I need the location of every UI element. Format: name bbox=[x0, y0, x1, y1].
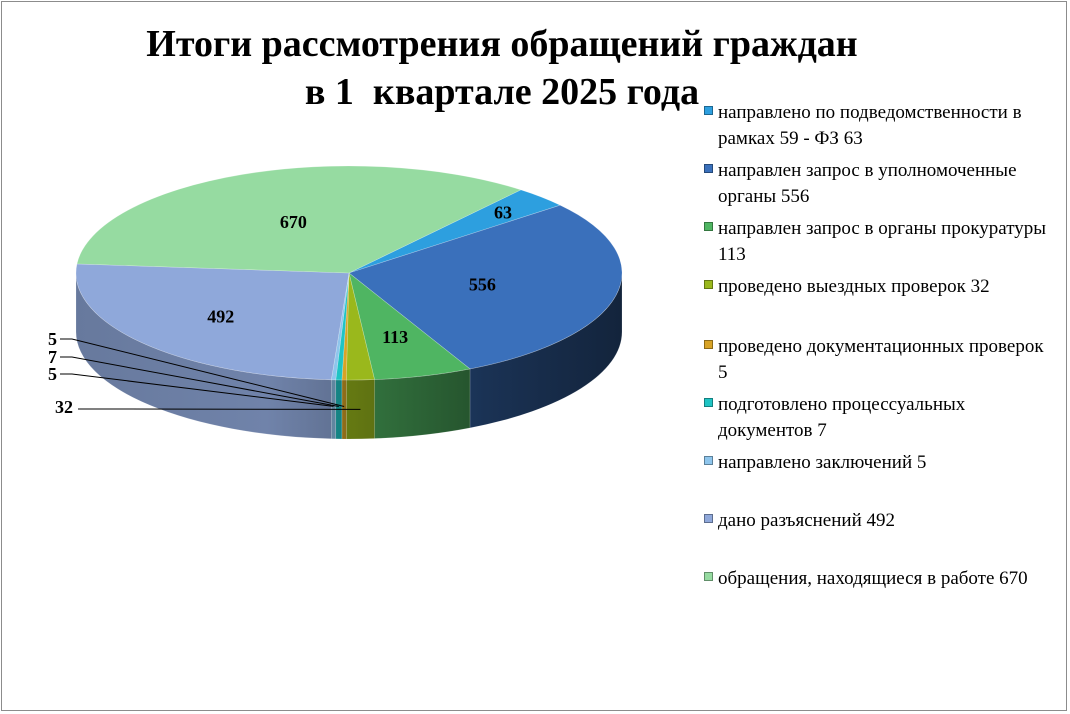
data-label-9: 670 bbox=[280, 212, 307, 232]
legend-swatch bbox=[704, 398, 713, 407]
pie-slice-6 bbox=[335, 272, 350, 381]
legend-swatch bbox=[704, 572, 713, 581]
legend-item: проведено выездных проверок 32 bbox=[704, 274, 1054, 300]
data-label-2: 556 bbox=[469, 274, 496, 294]
leader-line-5 bbox=[60, 338, 345, 408]
pie-slice-1 bbox=[348, 189, 562, 274]
legend-item: подготовлено процессуальных документов 7 bbox=[704, 392, 1054, 444]
legend-label: дано разъяснений 492 bbox=[718, 510, 895, 531]
legend-item: дано разъяснений 492 bbox=[704, 508, 1054, 534]
legend-label: проведено выездных проверок 32 bbox=[718, 276, 990, 297]
legend-label: обращения, находящиеся в работе 670 bbox=[718, 568, 1028, 589]
data-label-3: 113 bbox=[382, 327, 408, 347]
legend-swatch bbox=[704, 164, 713, 173]
legend-label: направлен запрос в уполномоченные органы… bbox=[718, 160, 1017, 207]
pie-slice-7 bbox=[330, 272, 350, 381]
data-label-1: 63 bbox=[494, 202, 512, 222]
chart-title-line-1: Итоги рассмотрения обращений граждан bbox=[146, 23, 858, 65]
pie-slice-4 bbox=[346, 272, 375, 381]
pie-slice-5 bbox=[341, 272, 350, 381]
pie-top-faces bbox=[75, 165, 623, 381]
leader-line-7 bbox=[60, 373, 334, 407]
pie-slice-2 bbox=[348, 204, 623, 370]
legend-item: направлен запрос в уполномоченные органы… bbox=[704, 158, 1054, 210]
legend-swatch bbox=[704, 456, 713, 465]
legend-swatch bbox=[704, 280, 713, 289]
data-label-8: 492 bbox=[207, 306, 234, 326]
legend-item: направлен запрос в органы прокуратуры 11… bbox=[704, 216, 1054, 268]
chart-title: Итоги рассмотрения обращений граждан в 1… bbox=[62, 20, 942, 116]
pie-slice-side-8 bbox=[75, 272, 332, 440]
legend-label: проведено документационных проверок 5 bbox=[718, 336, 1044, 383]
legend-label: подготовлено процессуальных документов 7 bbox=[718, 394, 966, 441]
pie-slice-8 bbox=[75, 263, 350, 381]
legend-label: направлено заключений 5 bbox=[718, 452, 927, 473]
legend-swatch bbox=[704, 340, 713, 349]
data-label-6: 7 bbox=[48, 347, 57, 367]
pie-slice-side-3 bbox=[374, 368, 471, 439]
legend-label: направлен запрос в органы прокуратуры 11… bbox=[718, 218, 1047, 265]
chart-title-line-2: в 1 квартале 2025 года bbox=[304, 71, 700, 113]
pie-slice-9 bbox=[76, 165, 522, 274]
pie-side-walls bbox=[75, 272, 623, 440]
leader-lines bbox=[60, 338, 361, 410]
legend-item: направлено заключений 5 bbox=[704, 450, 1054, 476]
legend-item: проведено документационных проверок 5 bbox=[704, 334, 1054, 386]
legend-swatch bbox=[704, 106, 713, 115]
leader-line-6 bbox=[60, 356, 339, 407]
legend-label: направлено по подведомственности в рамка… bbox=[718, 102, 1022, 149]
data-label-4: 32 bbox=[55, 397, 73, 417]
legend-item: направлено по подведомственности в рамка… bbox=[704, 100, 1054, 152]
data-label-7: 5 bbox=[48, 364, 57, 384]
pie-slice-3 bbox=[348, 272, 471, 380]
data-labels: 63 556 113 492 670 575 32 bbox=[48, 202, 512, 417]
legend-item: обращения, находящиеся в работе 670 bbox=[704, 566, 1054, 592]
data-label-5: 5 bbox=[48, 329, 57, 349]
legend-swatch bbox=[704, 514, 713, 523]
legend-swatch bbox=[704, 222, 713, 231]
